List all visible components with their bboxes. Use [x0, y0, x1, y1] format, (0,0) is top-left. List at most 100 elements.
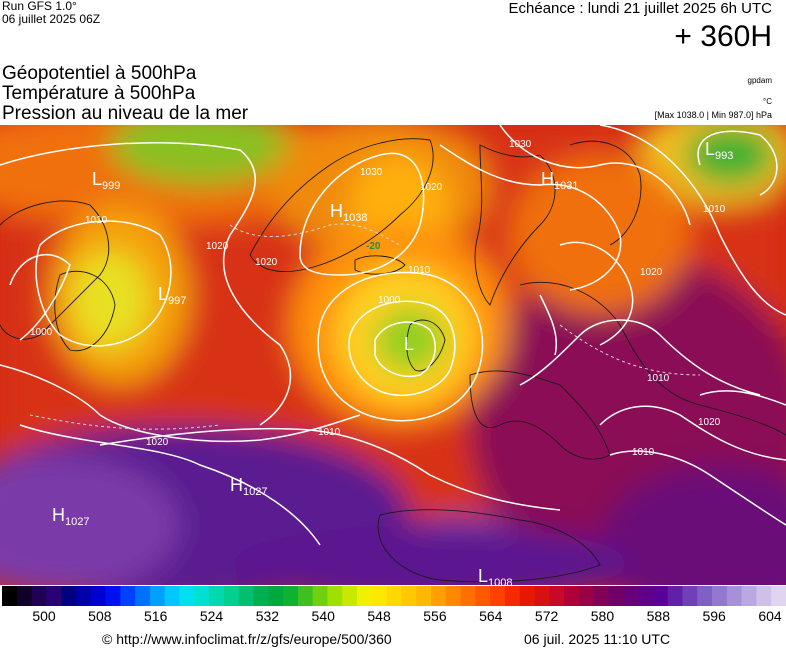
color-scale-swatch: [416, 586, 432, 606]
color-scale-swatch: [31, 586, 47, 606]
isobar-label: 1030: [360, 167, 383, 178]
color-scale-tick: 524: [199, 608, 224, 624]
color-scale-swatch: [90, 586, 107, 606]
color-scale-swatch: [490, 586, 506, 606]
color-scale-swatch: [223, 586, 240, 606]
temperature-label: -20: [366, 241, 381, 252]
color-scale-swatch: [135, 586, 151, 606]
color-scale-swatch: [194, 586, 210, 606]
copyright-url[interactable]: © http://www.infoclimat.fr/z/gfs/europe/…: [102, 631, 392, 647]
color-scale-swatch: [46, 586, 62, 606]
color-scale-swatch: [179, 586, 195, 606]
isobar-label: 1000: [30, 327, 53, 338]
color-scale-swatch: [312, 586, 328, 606]
isobar-label: 1010: [318, 427, 341, 438]
pressure-center-high: H1031: [541, 169, 578, 192]
temperature-field: [0, 125, 786, 585]
isobar-label: 1010: [408, 265, 431, 276]
pressure-center-low: L993: [705, 139, 733, 162]
pressure-center-low: L999: [92, 169, 120, 192]
color-scale-swatch: [357, 586, 373, 606]
pressure-center-low: L1008: [478, 566, 513, 585]
color-scale-swatch: [283, 586, 299, 606]
color-scale-swatch: [75, 586, 92, 606]
forecast-valid-time: Echéance : lundi 21 juillet 2025 6h UTC: [508, 0, 773, 17]
forecast-hour: + 360H: [674, 20, 772, 53]
color-scale-swatch: [549, 586, 565, 606]
color-scale-swatch: [61, 586, 77, 606]
color-scale-swatch: [652, 586, 669, 606]
color-scale-tick: 588: [646, 608, 670, 624]
isobars: [0, 125, 786, 546]
generation-timestamp: 06 juil. 2025 11:10 UTC: [524, 631, 671, 647]
color-scale-tick: 548: [367, 608, 391, 624]
color-scale-swatch: [638, 586, 654, 606]
color-scale-swatch: [741, 586, 757, 606]
color-scale-tick: 564: [479, 608, 503, 624]
isobar-label: 1010: [647, 373, 670, 384]
color-scale-swatch: [2, 586, 18, 606]
color-scale-swatch: [771, 586, 786, 606]
color-scale-tick: 532: [255, 608, 280, 624]
color-scale-swatch: [534, 586, 550, 606]
color-scale-swatch: [608, 586, 624, 606]
isobar-labels: 1010 1020 1030 1000 1020 1010 1020 1020 1010 1010…: [30, 139, 726, 458]
title-temperature: Température à 500hPa: [2, 83, 196, 104]
color-scale-swatch: [297, 586, 314, 606]
unit-geopotential: gpdam: [747, 76, 772, 85]
color-scale: [2, 586, 786, 606]
color-scale-swatch: [371, 586, 388, 606]
color-scale-swatch: [623, 586, 639, 606]
pressure-center-low: L: [404, 334, 414, 354]
color-scale-swatch: [578, 586, 595, 606]
color-scale-swatch: [268, 586, 284, 606]
pressure-center-low: L997: [158, 284, 186, 307]
isobar-label: 1020: [698, 417, 721, 428]
color-scale-swatch: [430, 586, 447, 606]
color-scale-tick: 516: [144, 608, 168, 624]
color-scale-swatch: [519, 586, 536, 606]
color-scale-swatch: [253, 586, 269, 606]
isobar-label: 1000: [378, 295, 401, 306]
pressure-center-high: H1027: [52, 505, 89, 528]
isobar-label: 1010: [85, 215, 108, 226]
color-scale-swatch: [327, 586, 343, 606]
color-scale-swatch: [342, 586, 358, 606]
color-scale-swatch: [120, 586, 136, 606]
color-scale-swatch: [756, 586, 772, 606]
color-scale-swatch: [504, 586, 521, 606]
color-scale-swatch: [238, 586, 254, 606]
color-scale-swatch: [593, 586, 609, 606]
pressure-centers: L999 L997 H1038 L993 H1031 L H1027 H1027 L1008: [52, 139, 733, 585]
pressure-center-high: H1038: [330, 201, 367, 224]
color-scale-swatch: [682, 586, 698, 606]
unit-temperature: °C: [763, 97, 772, 106]
temperature-labels: -20: [366, 241, 381, 252]
color-scale-swatch: [667, 586, 683, 606]
run-label: Run GFS 1.0°: [2, 0, 77, 13]
color-scale-ticks: 500 508 516 524 532 540 548 556 564 572 580 588 596 6…: [0, 608, 786, 626]
color-scale-swatch: [475, 586, 491, 606]
color-scale-swatch: [460, 586, 476, 606]
color-scale-swatch: [712, 586, 728, 606]
run-date: 06 juillet 2025 06Z: [2, 12, 101, 26]
isobar-label: 1020: [206, 241, 229, 252]
isobar-label: 1020: [640, 267, 663, 278]
color-scale-tick: 556: [423, 608, 447, 624]
color-scale-swatch: [209, 586, 225, 606]
color-scale-tick: 508: [88, 608, 112, 624]
color-scale-tick: 604: [758, 608, 782, 624]
title-geopotential: Géopotentiel à 500hPa: [2, 63, 197, 84]
color-scale-tick: 596: [702, 608, 726, 624]
color-scale-swatch: [105, 586, 121, 606]
color-scale-swatch: [16, 586, 33, 606]
geopotential-contours: [29, 223, 701, 430]
color-scale-swatch: [386, 586, 402, 606]
color-scale-tick: 540: [311, 608, 335, 624]
color-scale-swatch: [697, 586, 713, 606]
isobar-label: 1020: [255, 257, 278, 268]
isobar-label: 1020: [146, 437, 169, 448]
color-scale-swatch: [726, 586, 743, 606]
isobar-label: 1020: [420, 182, 443, 193]
color-scale-tick: 500: [32, 608, 56, 624]
